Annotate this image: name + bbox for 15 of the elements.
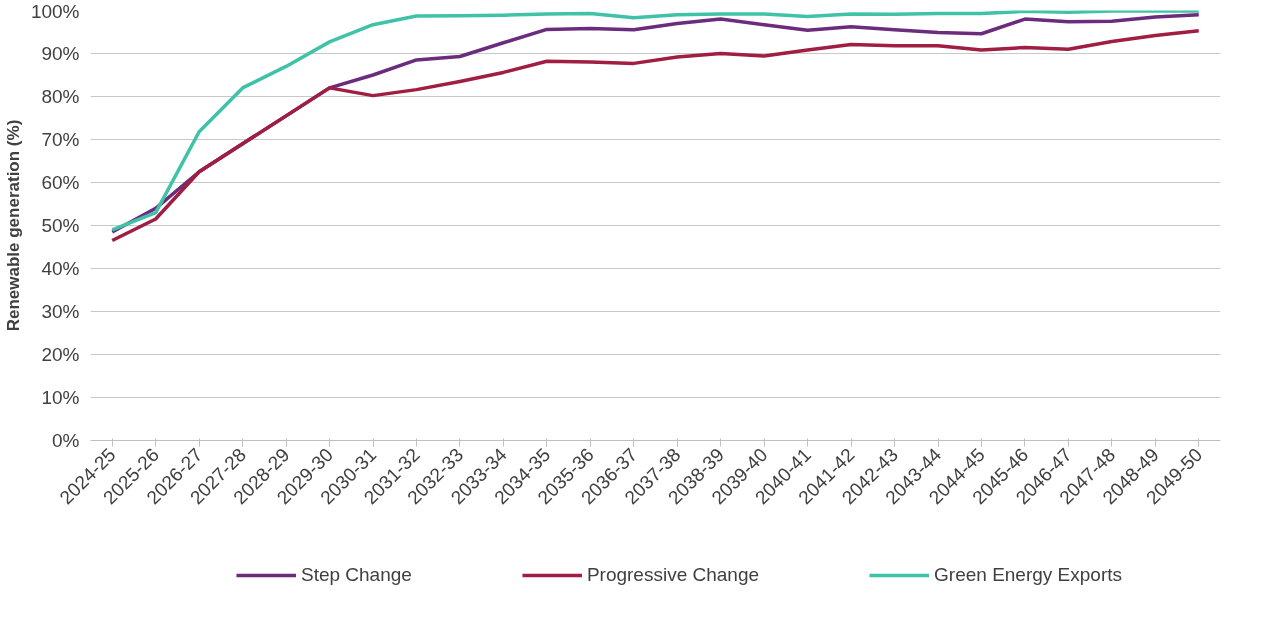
- y-tick-label: 90%: [41, 43, 80, 64]
- legend-label: Step Change: [300, 564, 412, 586]
- y-tick-label: 40%: [41, 258, 80, 279]
- y-tick-label: 80%: [41, 86, 80, 107]
- y-tick-label: 20%: [41, 344, 80, 365]
- y-tick-label: 100%: [30, 0, 80, 22]
- y-tick-label: 10%: [41, 387, 80, 408]
- y-tick-label: 50%: [41, 215, 80, 236]
- y-tick-label: 30%: [41, 301, 80, 322]
- y-tick-label: 0%: [52, 430, 80, 451]
- y-tick-label: 70%: [41, 129, 80, 150]
- legend-label: Progressive Change: [586, 564, 760, 586]
- legend-label: Green Energy Exports: [934, 564, 1123, 586]
- y-tick-label: 60%: [41, 172, 80, 193]
- y-axis-title: Renewable generation (%): [3, 119, 23, 332]
